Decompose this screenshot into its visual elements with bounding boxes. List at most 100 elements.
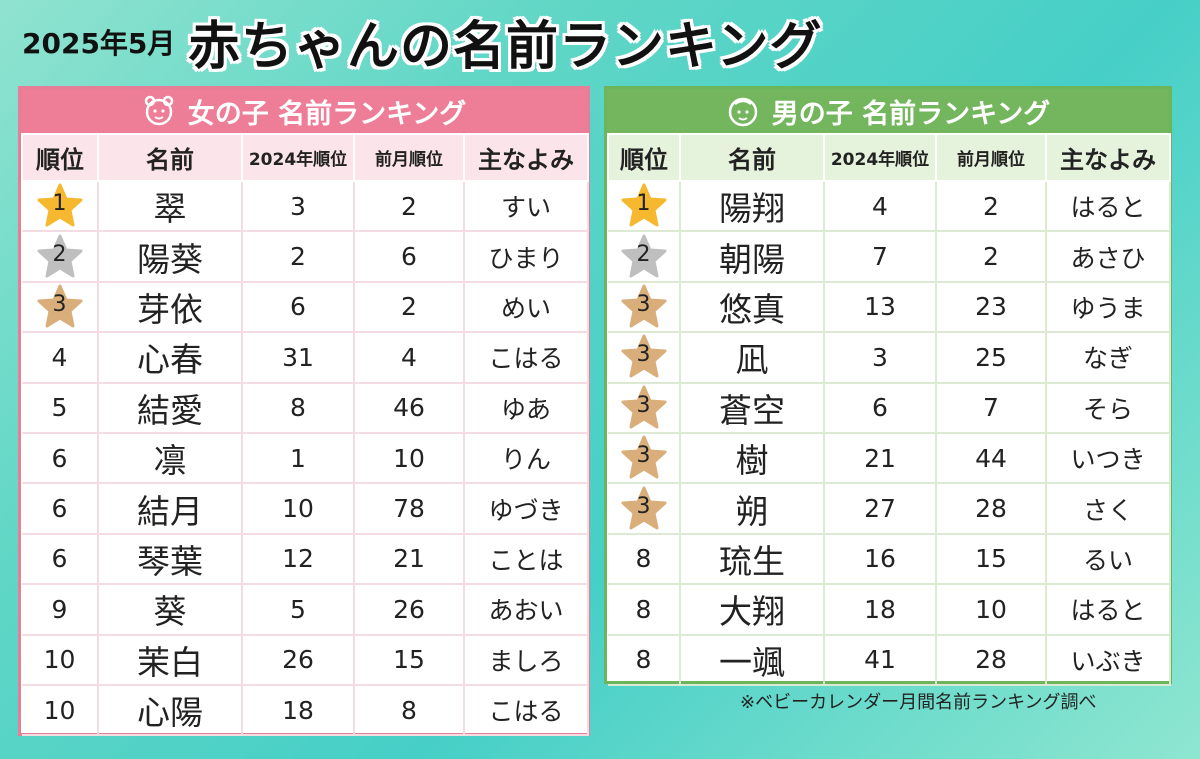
boys-panel-title: 男の子 名前ランキング <box>771 98 1051 130</box>
prev-year-cell: 3 <box>824 332 937 384</box>
name-cell: 結愛 <box>98 382 243 434</box>
name-cell: 陽翔 <box>680 181 825 233</box>
table-row: 10 心陽 18 8 こはる <box>22 684 589 737</box>
name-cell: 朝陽 <box>680 231 825 283</box>
rank-cell: 3 <box>608 483 681 535</box>
yomi-cell: ことは <box>464 533 589 586</box>
prev-month-cell: 28 <box>936 483 1047 535</box>
yomi-cell: こはる <box>464 332 589 384</box>
table-row: 6 琴葉 12 21 ことは <box>22 533 589 586</box>
rank-cell: 3 <box>608 432 681 485</box>
rank-cell: 2 <box>608 231 681 283</box>
table-row: 6 凛 1 10 りん <box>22 432 589 485</box>
prev-month-cell: 44 <box>936 432 1047 485</box>
rank-cell: 10 <box>22 634 99 686</box>
name-cell: 陽葵 <box>98 231 243 283</box>
yomi-cell: ましろ <box>464 634 589 686</box>
col-rank: 順位 <box>21 133 99 182</box>
rank-number: 2 <box>52 241 67 267</box>
table-row: 1 翠 3 2 すい <box>22 181 589 233</box>
prev-month-cell: 10 <box>354 432 465 485</box>
prev-year-cell: 6 <box>242 281 355 334</box>
table-row: 3 凪 3 25 なぎ <box>608 332 1171 384</box>
prev-year-cell: 27 <box>824 483 937 535</box>
table-row: 6 結月 10 78 ゆづき <box>22 483 589 535</box>
prev-year-cell: 21 <box>824 432 937 485</box>
name-cell: 茉白 <box>98 634 243 686</box>
yomi-cell: なぎ <box>1046 332 1171 384</box>
rank-number: 1 <box>636 191 651 217</box>
prev-year-cell: 18 <box>242 684 355 737</box>
prev-month-cell: 4 <box>354 332 465 384</box>
girl-face-icon <box>144 95 173 126</box>
yomi-cell: はると <box>1046 181 1171 233</box>
col-prev-month: 前月順位 <box>353 133 465 182</box>
prev-year-cell: 3 <box>242 181 355 233</box>
boy-face-icon <box>728 97 757 127</box>
prev-month-cell: 2 <box>354 181 465 233</box>
rank-cell: 1 <box>22 181 99 233</box>
rank-cell: 3 <box>22 281 99 334</box>
bronze-star-icon: 3 <box>620 334 668 380</box>
col-yomi: 主なよみ <box>463 133 589 182</box>
prev-month-cell: 25 <box>936 332 1047 384</box>
prev-year-cell: 6 <box>824 382 937 434</box>
table-row: 1 陽翔 4 2 はると <box>608 181 1171 233</box>
rank-number: 3 <box>636 392 651 418</box>
prev-year-cell: 1 <box>242 432 355 485</box>
col-rank: 順位 <box>607 133 681 182</box>
name-cell: 琴葉 <box>98 533 243 586</box>
name-cell: 結月 <box>98 483 243 535</box>
yomi-cell: ゆあ <box>464 382 589 434</box>
table-row: 3 朔 27 28 さく <box>608 483 1171 535</box>
col-name: 名前 <box>679 133 825 182</box>
prev-year-cell: 16 <box>824 533 937 586</box>
table-row: 3 樹 21 44 いつき <box>608 432 1171 485</box>
name-cell: 樹 <box>680 432 825 485</box>
prev-month-cell: 46 <box>354 382 465 434</box>
rank-number: 1 <box>52 191 67 217</box>
girls-panel-title: 女の子 名前ランキング <box>187 98 467 130</box>
yomi-cell: あおい <box>464 584 589 636</box>
girls-panel-header: 女の子 名前ランキング <box>21 89 587 133</box>
prev-month-cell: 7 <box>936 382 1047 434</box>
prev-year-cell: 10 <box>242 483 355 535</box>
boys-ranking-table: 順位 名前 2024年順位 前月順位 主なよみ 1 陽翔 4 2 はると 2 朝陽 7 2 あさひ… <box>607 133 1171 686</box>
bronze-star-icon: 3 <box>36 284 84 330</box>
rank-number: 3 <box>636 443 651 469</box>
rank-cell: 10 <box>22 684 99 737</box>
prev-year-cell: 12 <box>242 533 355 586</box>
yomi-cell: こはる <box>464 684 589 737</box>
prev-month-cell: 28 <box>936 634 1047 686</box>
rank-cell: 8 <box>608 634 681 686</box>
table-row: 4 心春 31 4 こはる <box>22 332 589 384</box>
name-cell: 凛 <box>98 432 243 485</box>
prev-month-cell: 2 <box>936 181 1047 233</box>
rank-number: 3 <box>636 342 651 368</box>
rank-number: 3 <box>52 291 67 317</box>
table-row: 10 茉白 26 15 ましろ <box>22 634 589 686</box>
prev-year-cell: 18 <box>824 584 937 636</box>
col-prev-year: 2024年順位 <box>823 133 937 182</box>
name-cell: 蒼空 <box>680 382 825 434</box>
table-header-row: 順位 名前 2024年順位 前月順位 主なよみ <box>21 133 589 182</box>
rank-number: 3 <box>636 291 651 317</box>
prev-year-cell: 2 <box>242 231 355 283</box>
rank-cell: 4 <box>22 332 99 384</box>
prev-month-cell: 8 <box>354 684 465 737</box>
page-title: 赤ちゃんの名前ランキング <box>188 17 823 77</box>
rank-cell: 3 <box>608 281 681 334</box>
yomi-cell: さく <box>1046 483 1171 535</box>
name-cell: 葵 <box>98 584 243 636</box>
prev-month-cell: 6 <box>354 231 465 283</box>
table-header-row: 順位 名前 2024年順位 前月順位 主なよみ <box>607 133 1171 182</box>
col-yomi: 主なよみ <box>1045 133 1171 182</box>
rank-cell: 6 <box>22 533 99 586</box>
rank-cell: 6 <box>22 483 99 535</box>
table-row: 8 大翔 18 10 はると <box>608 584 1171 636</box>
name-cell: 朔 <box>680 483 825 535</box>
prev-month-cell: 10 <box>936 584 1047 636</box>
yomi-cell: そら <box>1046 382 1171 434</box>
rank-cell: 8 <box>608 584 681 636</box>
